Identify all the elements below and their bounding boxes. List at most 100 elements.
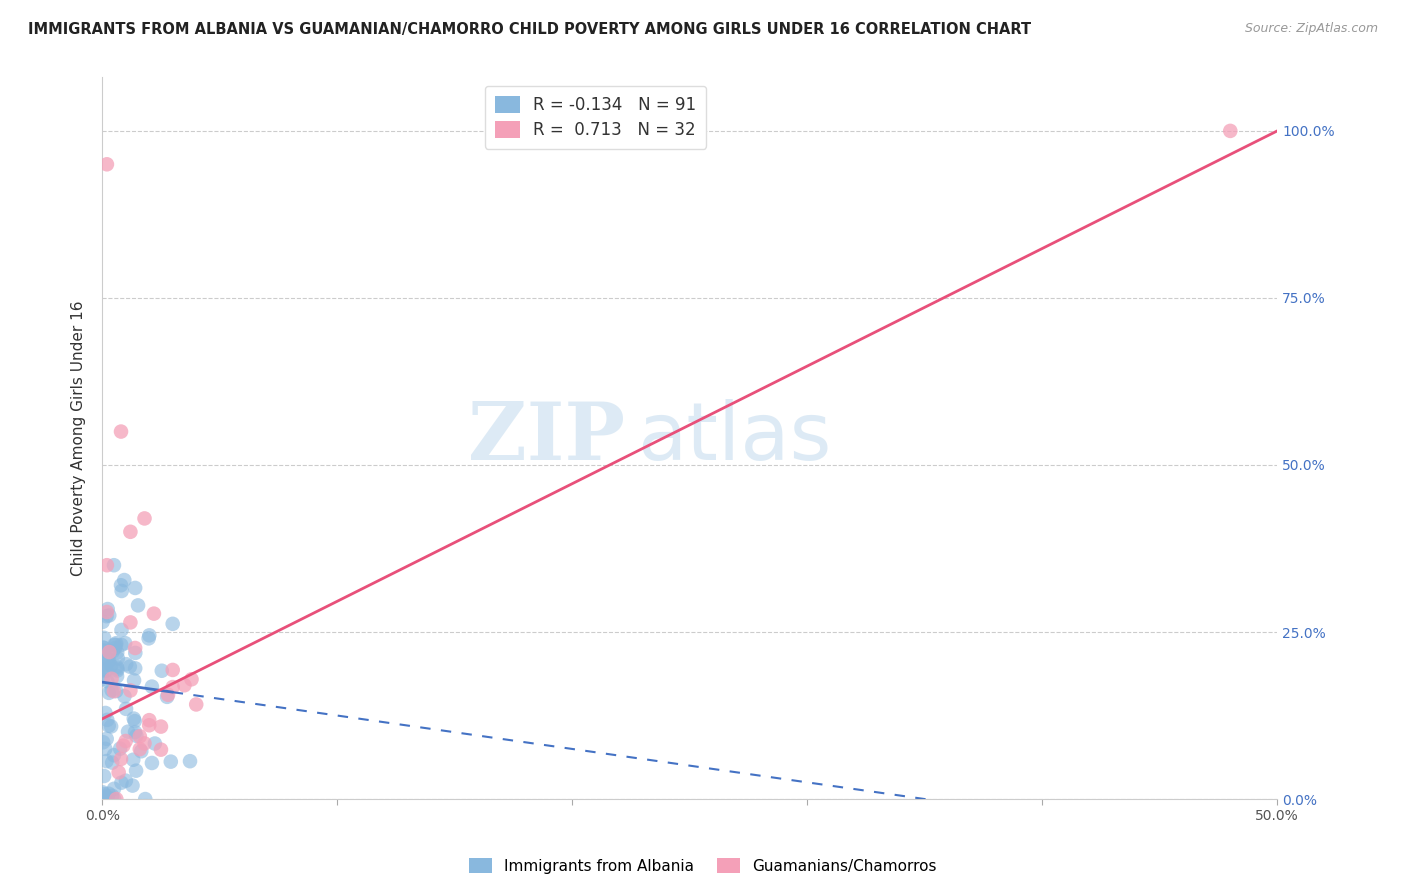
Point bbox=[104, 638, 127, 652]
Point bbox=[179, 754, 201, 768]
Point bbox=[115, 773, 138, 788]
Point bbox=[180, 673, 202, 687]
Point bbox=[101, 789, 124, 803]
Point bbox=[111, 584, 134, 599]
Point bbox=[96, 157, 118, 171]
Point bbox=[186, 698, 208, 712]
Point bbox=[94, 664, 117, 678]
Point bbox=[112, 739, 135, 753]
Legend: Immigrants from Albania, Guamanians/Chamorros: Immigrants from Albania, Guamanians/Cham… bbox=[463, 852, 943, 880]
Point bbox=[110, 638, 132, 652]
Point bbox=[96, 609, 118, 624]
Point bbox=[122, 753, 145, 767]
Point bbox=[138, 628, 160, 642]
Point bbox=[118, 659, 141, 673]
Point bbox=[91, 615, 114, 629]
Point bbox=[138, 713, 160, 727]
Point bbox=[91, 672, 114, 686]
Point bbox=[94, 742, 117, 756]
Point bbox=[105, 792, 128, 806]
Point bbox=[108, 741, 131, 756]
Point bbox=[100, 672, 122, 686]
Point bbox=[114, 690, 136, 704]
Point bbox=[107, 662, 129, 676]
Point bbox=[93, 640, 115, 655]
Point bbox=[114, 734, 136, 748]
Point bbox=[96, 754, 118, 768]
Point bbox=[91, 735, 114, 749]
Point bbox=[96, 674, 118, 689]
Point bbox=[125, 764, 148, 778]
Point bbox=[124, 646, 146, 660]
Point bbox=[96, 790, 118, 805]
Point bbox=[97, 686, 120, 700]
Point bbox=[120, 683, 142, 698]
Point bbox=[105, 646, 128, 660]
Point bbox=[120, 524, 142, 539]
Point bbox=[122, 712, 145, 726]
Point bbox=[162, 663, 184, 677]
Point bbox=[127, 599, 149, 613]
Point bbox=[101, 644, 124, 658]
Point bbox=[173, 678, 195, 692]
Point bbox=[121, 779, 143, 793]
Point bbox=[91, 785, 114, 799]
Point bbox=[142, 607, 165, 621]
Y-axis label: Child Poverty Among Girls Under 16: Child Poverty Among Girls Under 16 bbox=[72, 301, 86, 576]
Point bbox=[141, 680, 163, 694]
Point bbox=[93, 769, 115, 783]
Point bbox=[94, 706, 117, 720]
Point bbox=[162, 680, 184, 694]
Point bbox=[94, 789, 117, 804]
Point bbox=[1219, 124, 1241, 138]
Text: atlas: atlas bbox=[637, 400, 831, 477]
Point bbox=[103, 638, 125, 652]
Point bbox=[107, 765, 129, 780]
Point bbox=[122, 673, 145, 688]
Point bbox=[96, 651, 118, 665]
Text: ZIP: ZIP bbox=[468, 400, 626, 477]
Point bbox=[97, 652, 120, 666]
Point bbox=[101, 756, 124, 770]
Point bbox=[128, 742, 150, 756]
Point bbox=[149, 720, 172, 734]
Point bbox=[124, 714, 146, 728]
Point bbox=[100, 719, 122, 733]
Point bbox=[156, 688, 179, 702]
Point bbox=[91, 663, 114, 677]
Point bbox=[138, 632, 160, 646]
Point bbox=[117, 724, 139, 739]
Point bbox=[110, 578, 132, 592]
Point bbox=[159, 755, 181, 769]
Point bbox=[112, 573, 135, 587]
Point bbox=[150, 664, 173, 678]
Point bbox=[115, 657, 138, 672]
Point bbox=[156, 690, 179, 704]
Legend: R = -0.134   N = 91, R =  0.713   N = 32: R = -0.134 N = 91, R = 0.713 N = 32 bbox=[485, 86, 706, 149]
Point bbox=[97, 602, 120, 616]
Point bbox=[124, 581, 146, 595]
Point bbox=[105, 660, 128, 674]
Point bbox=[149, 742, 172, 756]
Text: Source: ZipAtlas.com: Source: ZipAtlas.com bbox=[1244, 22, 1378, 36]
Point bbox=[134, 736, 156, 750]
Point bbox=[105, 669, 128, 683]
Point bbox=[93, 631, 115, 645]
Point bbox=[110, 623, 132, 637]
Point bbox=[134, 792, 156, 806]
Point bbox=[97, 787, 120, 801]
Point bbox=[96, 731, 118, 746]
Point bbox=[91, 640, 114, 655]
Point bbox=[110, 425, 132, 439]
Point bbox=[143, 737, 166, 751]
Point bbox=[105, 684, 128, 698]
Point bbox=[107, 651, 129, 665]
Point bbox=[104, 641, 127, 656]
Point bbox=[103, 558, 125, 573]
Point bbox=[110, 775, 132, 789]
Point bbox=[162, 616, 184, 631]
Point bbox=[103, 781, 125, 796]
Point bbox=[105, 664, 128, 678]
Point bbox=[120, 615, 142, 630]
Point bbox=[93, 657, 115, 672]
